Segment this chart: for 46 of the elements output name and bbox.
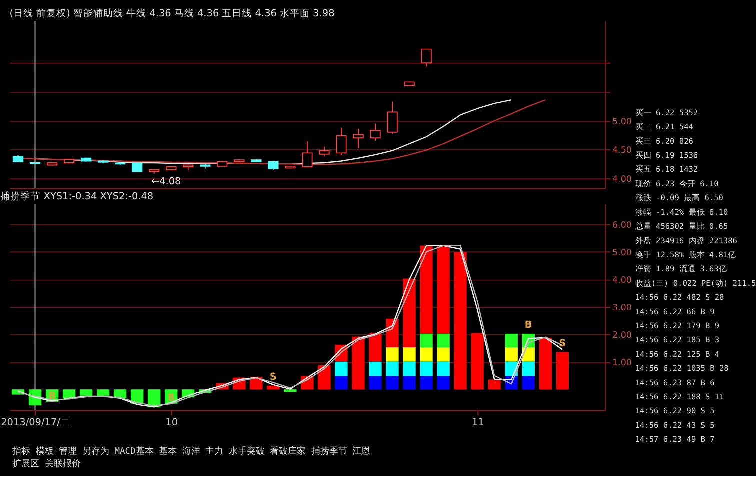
y-tick-label: 5.00 xyxy=(612,117,632,128)
data-label: B xyxy=(524,320,532,332)
y-tick-label: 2.00 xyxy=(612,330,632,341)
text: 买三 6.20 826 xyxy=(635,136,694,146)
text: 净资 1.89 流通 3.63亿 xyxy=(635,264,727,274)
x-tick-label: 11 xyxy=(472,417,484,428)
text: 14:56 6.22 185 B 3 xyxy=(635,336,720,345)
text: 14:56 6.22 66 B 9 xyxy=(635,307,716,316)
y-tick-label: 3.00 xyxy=(612,303,632,314)
text: ←4.08 xyxy=(151,176,182,188)
chart-title: 捕捞季节 XYS1:-0.34 XYS2:-0.48 xyxy=(0,190,154,203)
text: 买五 6.18 1432 xyxy=(635,165,698,174)
data-label: S xyxy=(270,372,277,384)
text: 14:56 6.22 188 S 11 xyxy=(635,392,725,402)
chart-title: (日线 前复权) 智能辅助线 牛线 4.36 马线 4.36 五日线 4.36 水平面 3.98 xyxy=(10,8,335,20)
text: 14:56 6.22 179 B 9 xyxy=(635,321,720,330)
text: 买四 6.19 1536 xyxy=(635,151,698,160)
text: 14:56 6.22 1035 B 28 xyxy=(635,364,730,374)
text: 收益(三) 0.022 PE(动) 211.5 xyxy=(635,278,756,288)
text: 14:56 6.22 43 S 5 xyxy=(635,420,716,430)
text: 14:56 6.23 87 B 6 xyxy=(635,378,716,388)
y-tick-label: 1.00 xyxy=(612,358,632,368)
x-tick-label: 2013/09/17/二 xyxy=(1,417,70,428)
text: 扩展区 关联报价 xyxy=(12,458,81,470)
text: 涨幅 -1.42% 最低 6.10 xyxy=(635,208,728,217)
text: 现价 6.23 今开 6.10 xyxy=(635,179,720,188)
data-label: B xyxy=(168,392,176,404)
y-tick-label: 4.50 xyxy=(612,146,632,156)
y-tick-label: 5.00 xyxy=(612,248,632,258)
text: 总量 456302 量比 0.65 xyxy=(634,222,728,232)
text: 14:56 6.22 125 B 4 xyxy=(635,350,720,359)
data-label: B xyxy=(48,391,56,402)
y-tick-label: 4.00 xyxy=(612,174,632,185)
y-tick-label: 4.00 xyxy=(612,276,632,286)
text: 外盘 234916 内盘 221386 xyxy=(635,236,738,246)
text: 指标 模板 管理 另存为 MACD基本 基本 海洋 主力 水手突破 看破庄家 捕捞季节 江恩 xyxy=(12,446,371,457)
text: 涨跌 -0.09 最高 6.50 xyxy=(635,194,724,203)
x-tick-label: 10 xyxy=(166,417,178,428)
text: 买二 6.21 544 xyxy=(635,122,694,132)
data-label: S xyxy=(559,338,566,350)
text: 买一 6.22 5352 xyxy=(635,108,698,118)
text: 14:56 6.22 90 S 5 xyxy=(635,406,716,416)
text: 14:57 6.23 49 B 7 xyxy=(635,435,716,444)
text: 14:56 6.22 482 S 28 xyxy=(635,293,725,302)
y-tick-label: 6.00 xyxy=(612,220,632,231)
text: 换手 12.58% 股本 4.81亿 xyxy=(635,250,736,260)
